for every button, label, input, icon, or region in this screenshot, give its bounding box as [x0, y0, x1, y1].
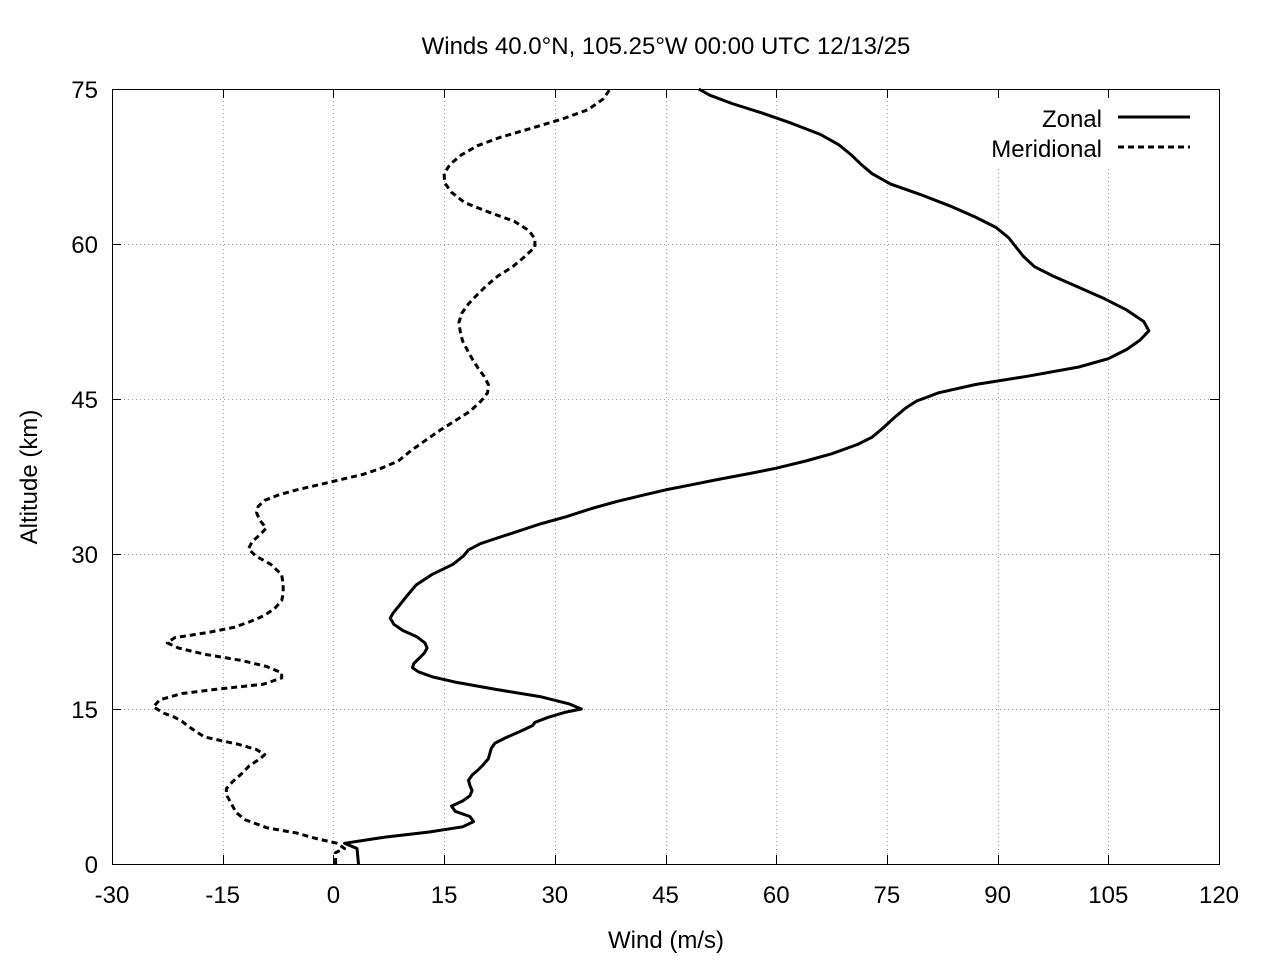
x-tick-label-1: -15: [205, 882, 240, 909]
x-tick-label-9: 105: [1088, 882, 1128, 909]
axis-ticks: -30 -15 0 15 30 45 60 75 90 105 120 0 15 30 45 60 75: [71, 77, 1239, 909]
x-axis-label: Wind (m/s): [608, 927, 724, 954]
grid-lines: [112, 89, 1219, 864]
series-line-zonal: [343, 87, 1151, 865]
x-tick-label-4: 30: [541, 882, 568, 909]
x-tick-label-3: 15: [431, 882, 458, 909]
y-tick-label-0: 0: [85, 852, 98, 879]
x-tick-label-0: -30: [95, 882, 130, 909]
x-tick-label-6: 60: [763, 882, 790, 909]
legend-label-zonal: Zonal: [1042, 106, 1102, 133]
x-tick-label-2: 0: [327, 882, 340, 909]
legend-label-meridional: Meridional: [991, 136, 1102, 163]
y-tick-label-4: 60: [71, 232, 98, 259]
legend-background: [975, 100, 1210, 166]
x-tick-label-5: 45: [652, 882, 679, 909]
series-line-meridional: [151, 88, 612, 864]
y-tick-label-5: 75: [71, 77, 98, 104]
y-tick-label-1: 15: [71, 697, 98, 724]
y-tick-label-2: 30: [71, 542, 98, 569]
y-axis-label: Altitude (km): [16, 410, 43, 545]
legend: Zonal Meridional: [975, 100, 1210, 166]
x-tick-label-8: 90: [984, 882, 1011, 909]
x-tick-label-10: 120: [1199, 882, 1239, 909]
y-tick-label-3: 45: [71, 387, 98, 414]
chart-title: Winds 40.0°N, 105.25°W 00:00 UTC 12/13/2…: [422, 33, 911, 60]
data-series: [151, 87, 1151, 865]
x-tick-label-7: 75: [874, 882, 901, 909]
